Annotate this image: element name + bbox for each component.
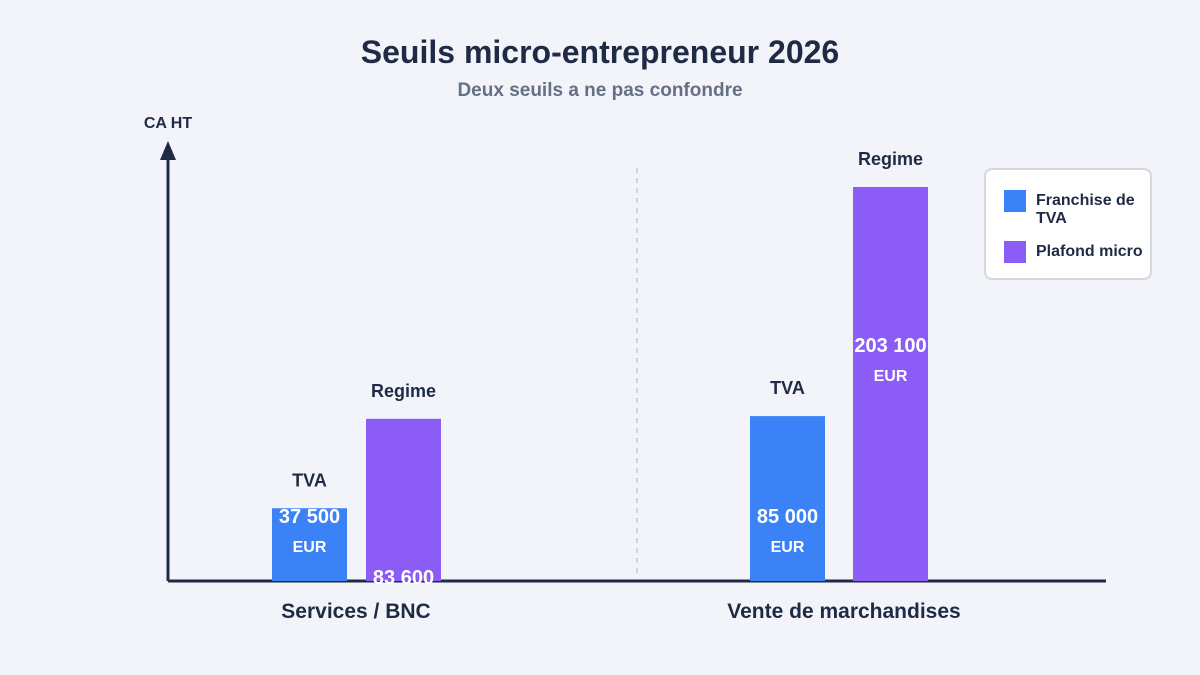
bar-value-label-1-1: 203 100 bbox=[854, 335, 926, 357]
bar-0-1 bbox=[750, 416, 825, 581]
bar-1-1 bbox=[853, 187, 928, 581]
bar-unit-label-1-1: EUR bbox=[874, 368, 908, 385]
chart-legend: Franchise de TVA Plafond micro bbox=[984, 168, 1152, 280]
bar-unit-label-0-1: EUR bbox=[771, 539, 805, 556]
chart-subtitle: Deux seuils a ne pas confondre bbox=[457, 80, 743, 101]
bar-top-label-1-1: Regime bbox=[858, 149, 923, 169]
bar-value-label-0-0: 37 500 bbox=[279, 506, 340, 528]
bar-top-label-1-0: Regime bbox=[371, 381, 436, 401]
y-axis-arrow-icon bbox=[160, 141, 176, 160]
bar-top-label-0-1: TVA bbox=[770, 378, 805, 398]
legend-swatch-plafond bbox=[1004, 241, 1026, 263]
bar-value-label-1-0: 83 600 bbox=[373, 567, 434, 589]
bar-1-0 bbox=[366, 418, 441, 581]
legend-swatch-franchise bbox=[1004, 190, 1026, 212]
category-label-1: Vente de marchandises bbox=[727, 600, 960, 623]
bar-unit-label-0-0: EUR bbox=[293, 539, 327, 556]
y-axis-label: CA HT bbox=[144, 115, 193, 132]
chart-title: Seuils micro-entrepreneur 2026 bbox=[360, 34, 840, 70]
category-label-0: Services / BNC bbox=[281, 600, 430, 623]
bar-top-label-0-0: TVA bbox=[292, 470, 327, 490]
bar-0-0 bbox=[272, 508, 347, 581]
legend-label-franchise: Franchise de TVA bbox=[1036, 192, 1135, 227]
bar-value-label-0-1: 85 000 bbox=[757, 506, 818, 528]
legend-label-plafond: Plafond micro bbox=[1036, 243, 1143, 260]
bar-unit-label-1-0: EUR bbox=[387, 600, 421, 617]
